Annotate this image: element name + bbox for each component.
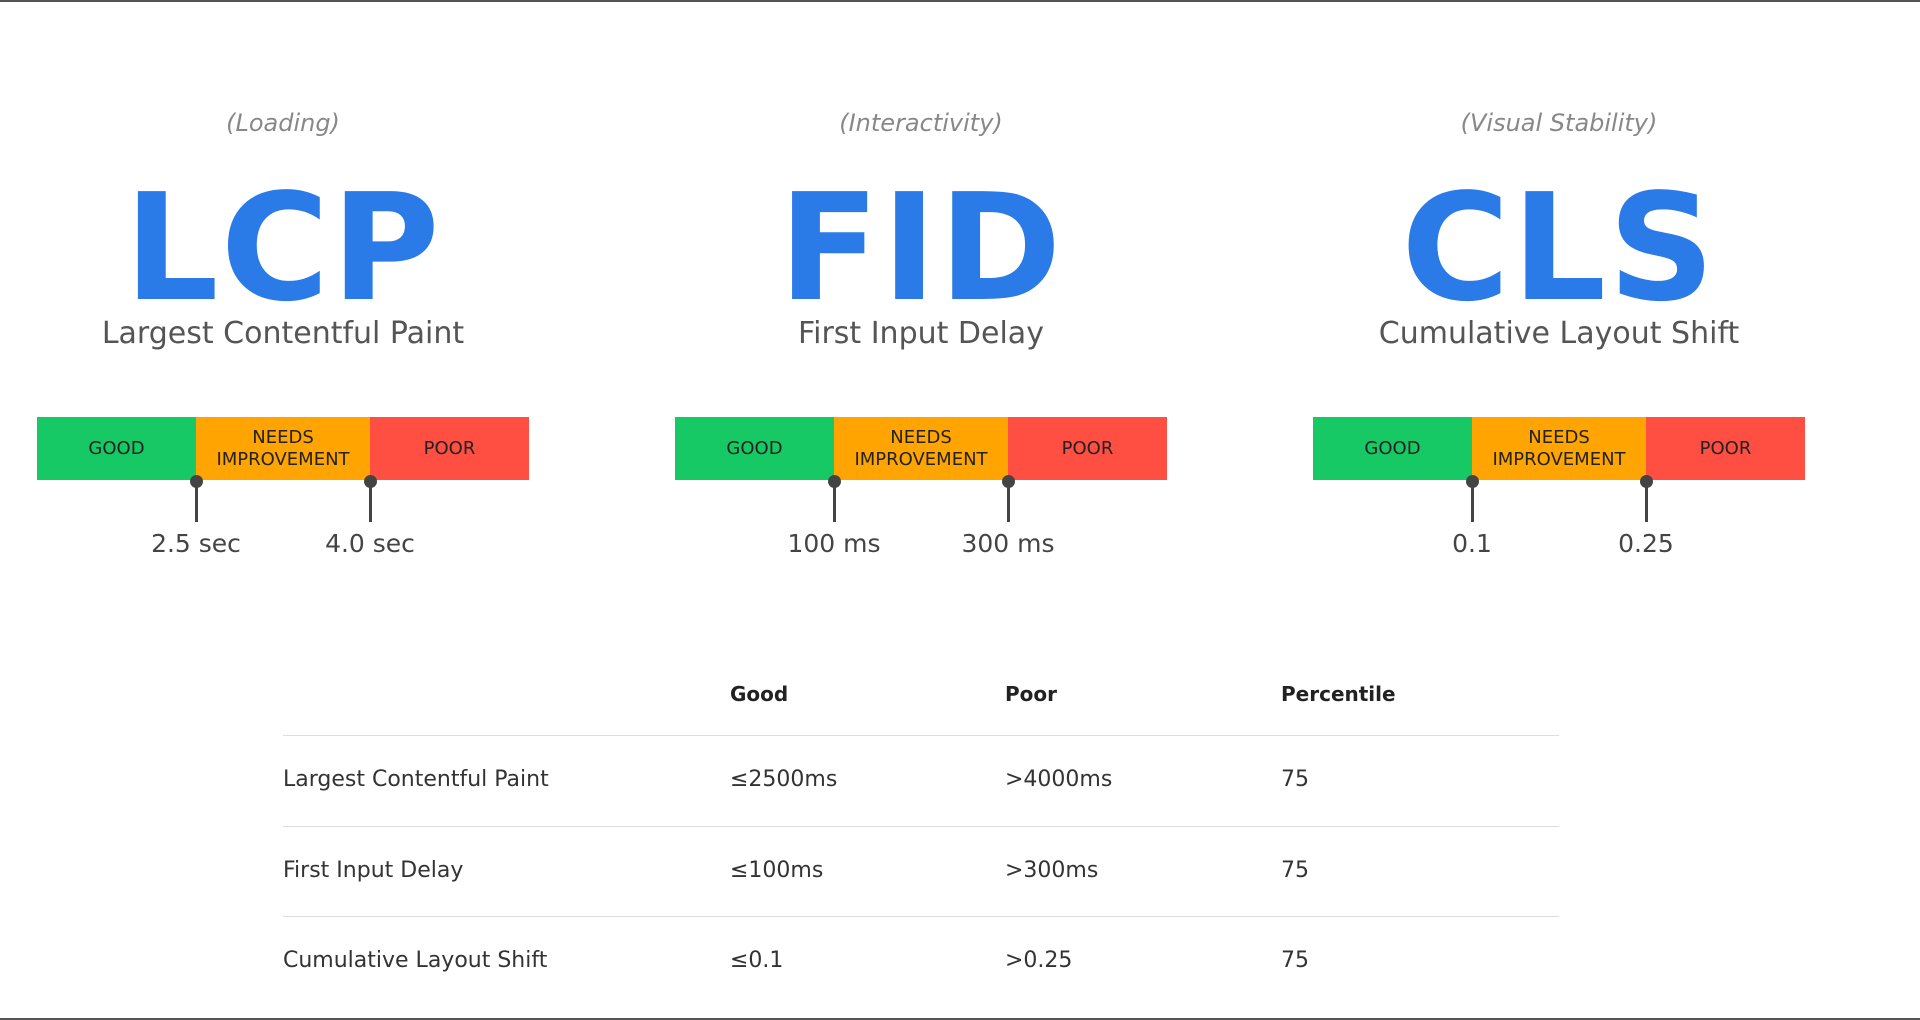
metric-category: (Interactivity) bbox=[839, 109, 1003, 137]
threshold-band: NEEDS IMPROVEMENT bbox=[1472, 417, 1646, 480]
threshold-band: POOR bbox=[370, 417, 529, 480]
threshold-band: NEEDS IMPROVEMENT bbox=[834, 417, 1008, 480]
table-cell: Cumulative Layout Shift bbox=[283, 948, 548, 973]
threshold-band: POOR bbox=[1646, 417, 1805, 480]
threshold-band: POOR bbox=[1008, 417, 1167, 480]
threshold-band: GOOD bbox=[1313, 417, 1472, 480]
table-cell: ≤2500ms bbox=[730, 767, 838, 792]
metric-name: Largest Contentful Paint bbox=[101, 316, 465, 351]
table-rule bbox=[283, 916, 1559, 917]
table-cell: 75 bbox=[1281, 858, 1309, 883]
table-cell: >4000ms bbox=[1005, 767, 1113, 792]
metric-abbreviation: CLS bbox=[1401, 162, 1717, 334]
threshold-label: 0.25 bbox=[1618, 529, 1674, 558]
table-header: Percentile bbox=[1281, 682, 1396, 706]
table-header: Good bbox=[730, 682, 789, 706]
table-header: Poor bbox=[1005, 682, 1058, 706]
metric-category: (Visual Stability) bbox=[1460, 109, 1658, 137]
threshold-label: 0.1 bbox=[1452, 529, 1492, 558]
threshold-line bbox=[195, 480, 198, 522]
table-cell: Largest Contentful Paint bbox=[283, 767, 549, 792]
metric-abbreviation: LCP bbox=[124, 162, 442, 334]
threshold-line bbox=[1471, 480, 1474, 522]
metric-abbreviation: FID bbox=[778, 162, 1064, 334]
table-cell: First Input Delay bbox=[283, 858, 464, 883]
threshold-label: 2.5 sec bbox=[151, 529, 241, 558]
table-cell: >300ms bbox=[1005, 858, 1099, 883]
threshold-label: 4.0 sec bbox=[325, 529, 415, 558]
threshold-line bbox=[369, 480, 372, 522]
threshold-line bbox=[833, 480, 836, 522]
threshold-band: GOOD bbox=[37, 417, 196, 480]
table-cell: 75 bbox=[1281, 948, 1309, 973]
threshold-line bbox=[1645, 480, 1648, 522]
table-cell: ≤100ms bbox=[730, 858, 824, 883]
table-rule bbox=[283, 826, 1559, 827]
metric-name: First Input Delay bbox=[798, 316, 1044, 351]
table-rule bbox=[283, 735, 1559, 736]
threshold-band: GOOD bbox=[675, 417, 834, 480]
threshold-label: 100 ms bbox=[787, 529, 881, 558]
threshold-band: NEEDS IMPROVEMENT bbox=[196, 417, 370, 480]
table-cell: >0.25 bbox=[1005, 948, 1073, 973]
table-cell: ≤0.1 bbox=[730, 948, 784, 973]
threshold-label: 300 ms bbox=[961, 529, 1055, 558]
metric-category: (Loading) bbox=[226, 109, 340, 137]
threshold-line bbox=[1007, 480, 1010, 522]
table-cell: 75 bbox=[1281, 767, 1309, 792]
metric-name: Cumulative Layout Shift bbox=[1378, 316, 1740, 351]
